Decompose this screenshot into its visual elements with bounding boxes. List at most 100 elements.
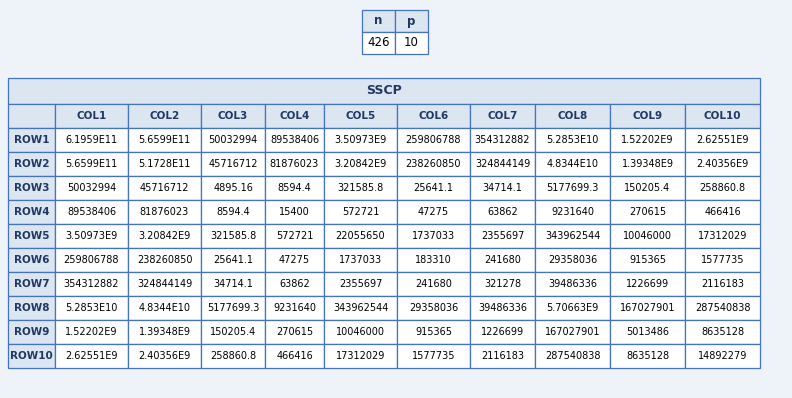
Text: 5.70663E9: 5.70663E9	[546, 303, 599, 313]
Text: 8594.4: 8594.4	[278, 183, 311, 193]
Text: 2355697: 2355697	[481, 231, 524, 241]
Text: 50032994: 50032994	[208, 135, 257, 145]
Bar	[8, 296, 55, 320]
Bar	[470, 296, 535, 320]
Text: ROW4: ROW4	[13, 207, 49, 217]
Text: 258860.8: 258860.8	[210, 351, 256, 361]
Bar	[201, 320, 265, 344]
Bar	[610, 200, 685, 224]
Bar	[201, 224, 265, 248]
Bar	[397, 248, 470, 272]
Bar	[128, 296, 201, 320]
Bar	[8, 320, 55, 344]
Text: 8635128: 8635128	[626, 351, 669, 361]
Text: 2.40356E9: 2.40356E9	[696, 159, 748, 169]
Bar	[535, 176, 610, 200]
Bar	[535, 296, 610, 320]
Bar	[265, 200, 324, 224]
Bar	[470, 224, 535, 248]
Text: 5013486: 5013486	[626, 327, 669, 337]
Bar	[470, 128, 535, 152]
Text: 45716712: 45716712	[208, 159, 257, 169]
Text: 63862: 63862	[487, 207, 518, 217]
Text: 167027901: 167027901	[545, 327, 600, 337]
Bar	[362, 10, 395, 32]
Text: 5.6599E11: 5.6599E11	[139, 135, 191, 145]
Text: 34714.1: 34714.1	[213, 279, 253, 289]
Text: 29358036: 29358036	[409, 303, 458, 313]
Text: 10: 10	[404, 37, 419, 49]
Bar	[535, 344, 610, 368]
Text: 270615: 270615	[629, 207, 666, 217]
Text: 5.2853E10: 5.2853E10	[546, 135, 599, 145]
Text: 1577735: 1577735	[412, 351, 455, 361]
Text: n: n	[375, 14, 383, 27]
Bar	[685, 200, 760, 224]
Text: 1.39348E9: 1.39348E9	[622, 159, 673, 169]
Bar	[265, 296, 324, 320]
Bar	[685, 272, 760, 296]
Bar	[610, 272, 685, 296]
Bar	[685, 152, 760, 176]
Bar	[201, 272, 265, 296]
Text: 3.20842E9: 3.20842E9	[139, 231, 191, 241]
Bar	[685, 128, 760, 152]
Bar	[55, 152, 128, 176]
Text: 2116183: 2116183	[481, 351, 524, 361]
Text: 259806788: 259806788	[63, 255, 120, 265]
Text: 5.2853E10: 5.2853E10	[65, 303, 118, 313]
Bar	[535, 320, 610, 344]
Text: 1.52202E9: 1.52202E9	[65, 327, 118, 337]
Text: COL3: COL3	[218, 111, 248, 121]
Text: COL5: COL5	[345, 111, 375, 121]
Text: ROW1: ROW1	[13, 135, 49, 145]
Text: 259806788: 259806788	[406, 135, 461, 145]
Text: 39486336: 39486336	[478, 303, 527, 313]
Bar	[470, 200, 535, 224]
Text: 167027901: 167027901	[620, 303, 676, 313]
Bar	[8, 78, 760, 104]
Bar	[685, 320, 760, 344]
Text: 1577735: 1577735	[701, 255, 744, 265]
Text: 466416: 466416	[276, 351, 313, 361]
Text: 15400: 15400	[279, 207, 310, 217]
Bar	[470, 176, 535, 200]
Text: 25641.1: 25641.1	[413, 183, 454, 193]
Bar	[610, 296, 685, 320]
Bar	[397, 104, 470, 128]
Bar	[128, 248, 201, 272]
Bar	[265, 344, 324, 368]
Bar	[397, 128, 470, 152]
Text: 150205.4: 150205.4	[210, 327, 256, 337]
Text: ROW2: ROW2	[13, 159, 49, 169]
Text: p: p	[407, 14, 416, 27]
Text: COL9: COL9	[633, 111, 663, 121]
Bar	[265, 320, 324, 344]
Text: 238260850: 238260850	[137, 255, 192, 265]
Text: 10046000: 10046000	[623, 231, 672, 241]
Bar	[397, 344, 470, 368]
Text: 39486336: 39486336	[548, 279, 597, 289]
Bar	[685, 344, 760, 368]
Bar	[201, 344, 265, 368]
Bar	[265, 248, 324, 272]
Text: 81876023: 81876023	[270, 159, 319, 169]
Text: 50032994: 50032994	[67, 183, 116, 193]
Text: 89538406: 89538406	[270, 135, 319, 145]
Text: ROW3: ROW3	[13, 183, 49, 193]
Bar	[610, 104, 685, 128]
Bar	[470, 248, 535, 272]
Bar	[535, 272, 610, 296]
Text: 81876023: 81876023	[140, 207, 189, 217]
Text: 915365: 915365	[629, 255, 666, 265]
Bar	[55, 224, 128, 248]
Bar	[8, 344, 55, 368]
Text: 2.62551E9: 2.62551E9	[65, 351, 118, 361]
Bar	[324, 296, 397, 320]
Text: 287540838: 287540838	[695, 303, 750, 313]
Bar	[397, 200, 470, 224]
Bar	[8, 224, 55, 248]
Text: 343962544: 343962544	[333, 303, 388, 313]
Text: 321585.8: 321585.8	[337, 183, 383, 193]
Text: 14892279: 14892279	[698, 351, 747, 361]
